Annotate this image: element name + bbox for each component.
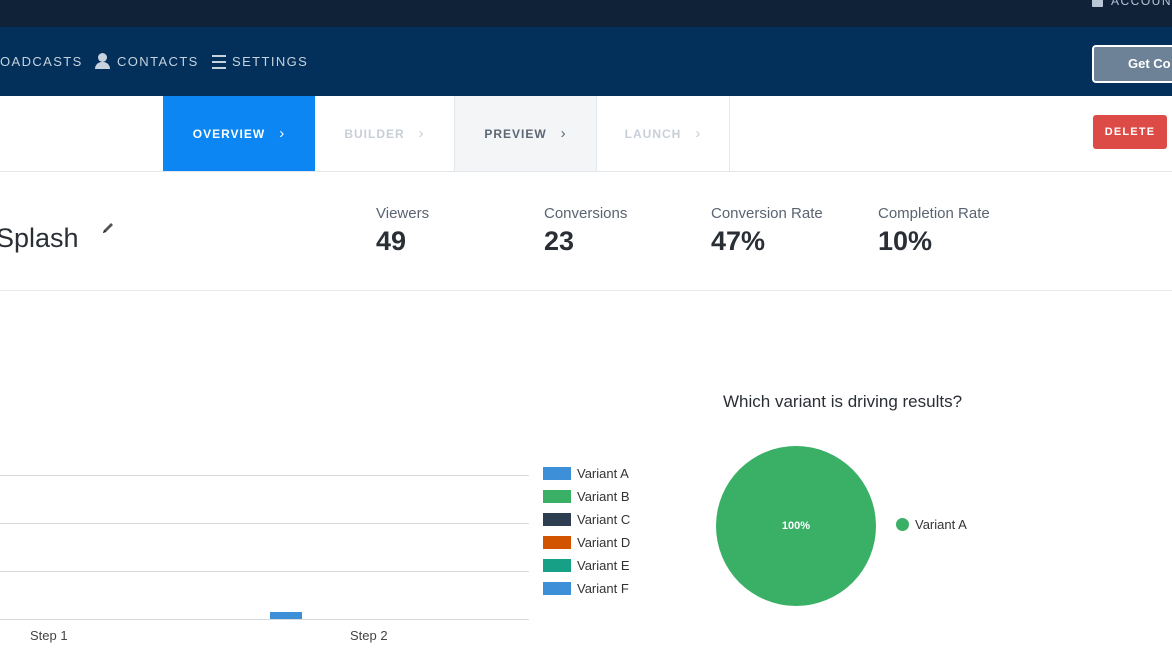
- stat-label: Viewers: [376, 205, 430, 222]
- legend-item[interactable]: Variant F: [543, 577, 630, 600]
- step-launch-label: LAUNCH: [624, 126, 682, 141]
- stat-completion-rate: Completion Rate 10%: [878, 205, 990, 257]
- legend-label: Variant B: [577, 489, 630, 504]
- legend-item[interactable]: Variant B: [543, 485, 630, 508]
- delete-button[interactable]: DELETE: [1093, 115, 1167, 149]
- charts-section: Step 1 Step 2 Variant A Variant B Variant C…: [0, 300, 1172, 661]
- stat-conversion-rate: Conversion Rate 47%: [711, 205, 823, 257]
- nav-broadcasts-label: OADCASTS: [0, 54, 83, 69]
- stat-value: 47%: [711, 226, 766, 256]
- pie-chart-legend: Variant A: [896, 517, 967, 532]
- chevron-right-icon: ›: [279, 125, 286, 142]
- get-started-button[interactable]: Get Co: [1092, 45, 1172, 83]
- stat-conversions: Conversions 23: [544, 205, 627, 257]
- gridline: [0, 475, 529, 476]
- legend-item[interactable]: Variant C: [543, 508, 630, 531]
- legend-swatch: [543, 536, 571, 549]
- step-overview-label: OVERVIEW: [192, 126, 266, 141]
- step-preview[interactable]: PREVIEW ›: [455, 96, 597, 171]
- gridline: [0, 571, 529, 572]
- gridline: [0, 523, 529, 524]
- nav-settings[interactable]: SETTINGS: [212, 27, 308, 96]
- nav-settings-label: SETTINGS: [232, 54, 309, 69]
- pie-slice-label: 100%: [781, 520, 811, 532]
- account-menu[interactable]: ACCOUN: [1091, 0, 1172, 8]
- legend-label: Variant C: [577, 512, 631, 527]
- account-label: ACCOUN: [1110, 0, 1172, 8]
- pencil-icon[interactable]: [101, 221, 115, 235]
- legend-item[interactable]: Variant D: [543, 531, 630, 554]
- legend-dot: [896, 518, 909, 531]
- stat-label: Completion Rate: [878, 205, 990, 222]
- stat-viewers: Viewers 49: [376, 205, 429, 257]
- stat-value: 10%: [878, 226, 933, 256]
- step-overview[interactable]: OVERVIEW ›: [163, 96, 315, 171]
- person-icon: [94, 53, 111, 70]
- legend-swatch: [543, 467, 571, 480]
- legend-swatch: [543, 582, 571, 595]
- x-tick-label: Step 1: [30, 628, 68, 643]
- step-preview-label: PREVIEW: [484, 126, 547, 141]
- account-icon: [1091, 0, 1103, 7]
- legend-label: Variant D: [577, 535, 631, 550]
- legend-label: Variant E: [577, 558, 630, 573]
- step-builder-label: BUILDER: [344, 126, 405, 141]
- menu-icon: [212, 54, 226, 69]
- stats-bar: Splash Viewers 49 Conversions 23 Convers…: [0, 172, 1172, 291]
- nav-contacts[interactable]: CONTACTS: [94, 27, 199, 96]
- bar[interactable]: [270, 612, 302, 619]
- legend-item[interactable]: Variant A: [543, 462, 630, 485]
- chevron-right-icon: ›: [695, 125, 702, 142]
- legend-swatch: [543, 559, 571, 572]
- pie-legend-label: Variant A: [915, 517, 967, 532]
- chevron-right-icon: ›: [418, 125, 425, 142]
- legend-swatch: [543, 513, 571, 526]
- legend-label: Variant A: [577, 466, 629, 481]
- stat-label: Conversions: [544, 205, 628, 222]
- chevron-right-icon: ›: [560, 125, 567, 142]
- pie-slice[interactable]: 100%: [716, 446, 876, 606]
- x-tick-label: Step 2: [350, 628, 388, 643]
- stat-value: 49: [376, 226, 407, 256]
- page-title: Splash: [0, 223, 79, 253]
- nav-contacts-label: CONTACTS: [117, 54, 199, 69]
- stat-value: 23: [544, 226, 575, 256]
- stat-label: Conversion Rate: [711, 205, 823, 222]
- nav-broadcasts[interactable]: OADCASTS: [0, 27, 83, 96]
- legend-swatch: [543, 490, 571, 503]
- gridline: [0, 619, 529, 620]
- step-launch[interactable]: LAUNCH ›: [597, 96, 730, 171]
- step-builder[interactable]: BUILDER ›: [315, 96, 455, 171]
- legend-item[interactable]: Variant E: [543, 554, 630, 577]
- pie-chart-title: Which variant is driving results?: [723, 392, 963, 411]
- top-bar: ACCOUN: [0, 0, 1172, 27]
- bar-chart-legend: Variant A Variant B Variant C Variant D Vari…: [543, 462, 630, 600]
- legend-label: Variant F: [577, 581, 629, 596]
- main-nav: OADCASTS CONTACTS SETTINGS: [0, 27, 1172, 96]
- step-bar: OVERVIEW › BUILDER › PREVIEW › LAUNCH ›: [0, 96, 1172, 172]
